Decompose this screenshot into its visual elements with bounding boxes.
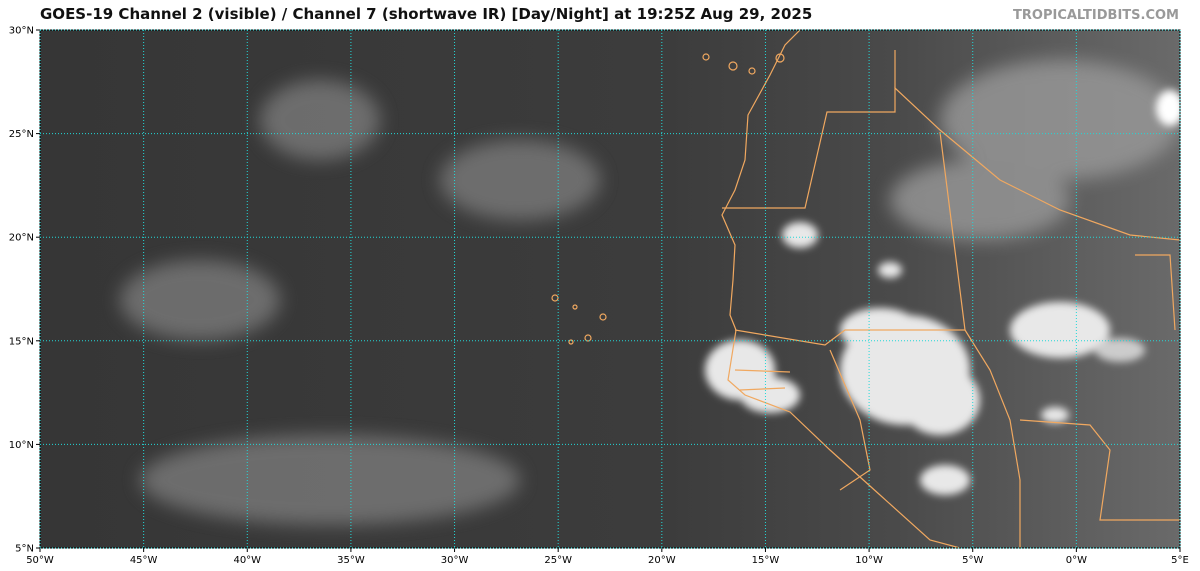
y-tick-label: 25°N [9,129,34,140]
y-tick-label: 20°N [9,233,34,244]
axes: 50°W 45°W 40°W 35°W 30°W 25°W 20°W 15°W 10°W 5°W 0… [9,26,1189,567]
title: GOES-19 Channel 2 (visible) / Channel 7 … [40,5,812,23]
x-tick-label: 15°W [752,555,780,566]
watermark: TROPICALTIDBITS.COM [1013,8,1179,23]
x-tick-label: 10°W [855,555,883,566]
y-tick-label: 15°N [9,336,34,347]
y-tick-label: 5°N [15,544,34,555]
x-tick-label: 50°W [26,555,54,566]
x-tick-label: 30°W [441,555,469,566]
x-tick-label: 0°W [1066,555,1087,566]
x-tick-label: 5°E [1171,555,1189,566]
x-tick-label: 45°W [130,555,158,566]
x-tick-label: 40°W [233,555,261,566]
y-tick-label: 10°N [9,440,34,451]
x-tick-label: 20°W [648,555,676,566]
y-tick-label: 30°N [9,26,34,37]
x-tick-label: 35°W [337,555,365,566]
satellite-image [40,30,1180,548]
x-tick-label: 5°W [962,555,983,566]
x-tick-label: 25°W [544,555,572,566]
